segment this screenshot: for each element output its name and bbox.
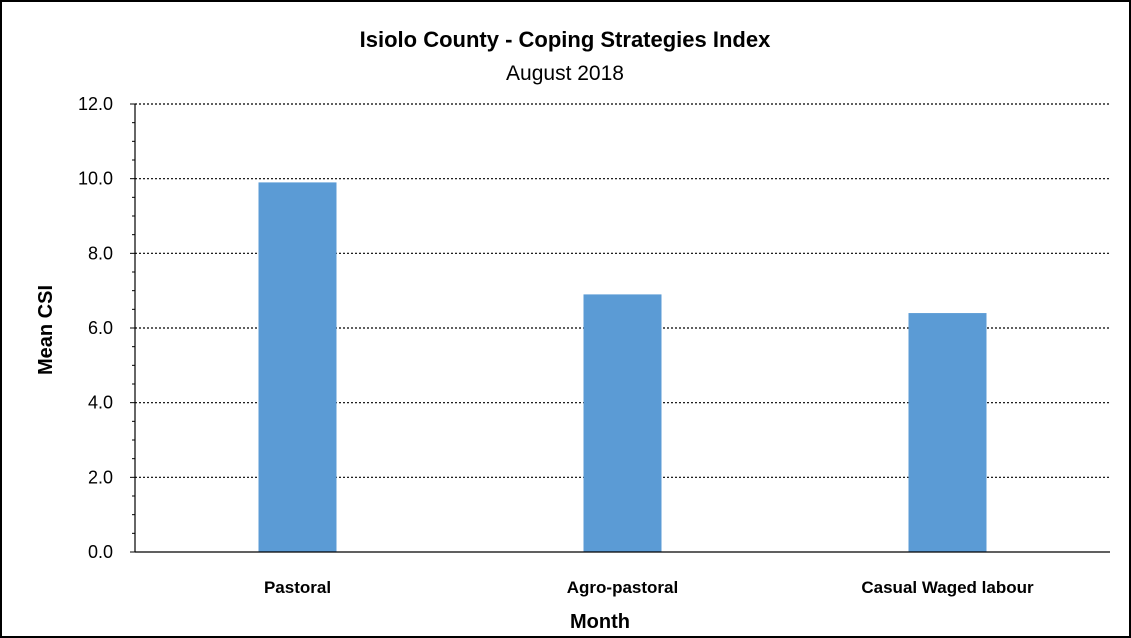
x-category-labels: Pastoral Agro-pastoral Casual Waged labour — [264, 578, 1034, 597]
y-tick-label: 10.0 — [78, 169, 113, 189]
axes-group — [130, 103, 1110, 553]
bar-agro-pastoral — [583, 294, 662, 552]
y-tick-label: 12.0 — [78, 94, 113, 114]
x-axis-title: Month — [570, 611, 630, 633]
y-axis-title: Mean CSI — [35, 285, 57, 375]
bar-pastoral — [258, 182, 337, 552]
x-category-label: Pastoral — [264, 578, 331, 597]
y-tick-label: 0.0 — [88, 542, 113, 562]
bars-group — [258, 182, 987, 552]
x-category-label: Agro-pastoral — [567, 578, 678, 597]
y-tick-label: 8.0 — [88, 243, 113, 263]
chart-subtitle: August 2018 — [506, 62, 624, 85]
bar-casual-waged-labour — [908, 313, 987, 552]
y-tick-label: 4.0 — [88, 393, 113, 413]
y-tick-label: 2.0 — [88, 467, 113, 487]
y-tick-labels: 0.0 2.0 4.0 6.0 8.0 10.0 12.0 — [78, 94, 113, 562]
x-category-label: Casual Waged labour — [861, 578, 1034, 597]
y-tick-label: 6.0 — [88, 318, 113, 338]
chart-title: Isiolo County - Coping Strategies Index — [360, 27, 771, 52]
